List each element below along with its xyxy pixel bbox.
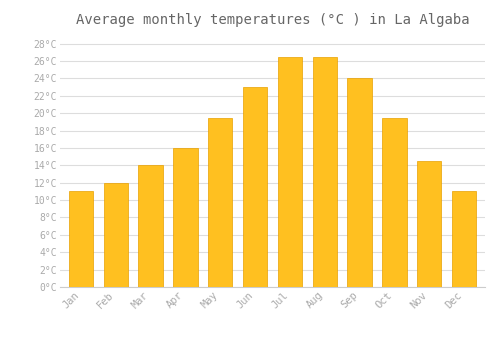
Bar (312, 57, 337, 287)
Bar (138, 165, 163, 287)
Bar (104, 183, 128, 287)
Bar (68, 191, 93, 287)
Bar (173, 148, 198, 287)
Bar (382, 118, 406, 287)
Bar (452, 191, 476, 287)
Bar (278, 57, 302, 287)
Bar (417, 161, 442, 287)
Bar (208, 118, 233, 287)
Bar (348, 78, 372, 287)
Bar (243, 87, 268, 287)
Title: Average monthly temperatures (°C ) in La Algaba: Average monthly temperatures (°C ) in La… (76, 13, 469, 27)
